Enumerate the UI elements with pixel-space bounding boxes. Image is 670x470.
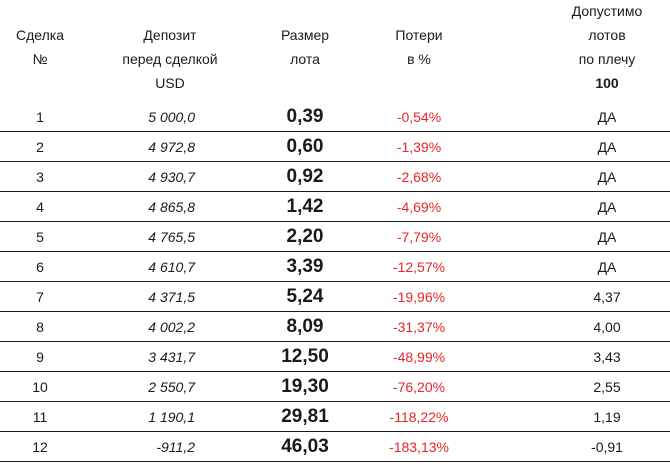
- table-body: 1 5 000,0 0,39 -0,54% ДА 2 4 972,8 0,60 …: [0, 102, 670, 462]
- deal-number-cell: 6: [36, 259, 44, 275]
- lot-size-cell: 0,39: [286, 106, 324, 127]
- deposit-cell: 2 550,7: [148, 379, 195, 395]
- header-lot-size: Размер лота: [262, 23, 348, 71]
- table-row: 1 5 000,0 0,39 -0,54% ДА: [0, 102, 670, 132]
- allowed-lots-cell: 1,19: [593, 409, 621, 425]
- table-row: 3 4 930,7 0,92 -2,68% ДА: [0, 162, 670, 192]
- table-row: 8 4 002,2 8,09 -31,37% 4,00: [0, 312, 670, 342]
- header-loss-line1: Потери: [395, 27, 443, 43]
- allowed-lots-cell: 2,55: [593, 379, 621, 395]
- header-deal-line1: Сделка: [16, 27, 64, 43]
- loss-percent-cell: -1,39%: [396, 139, 442, 155]
- header-deal-number: Сделка №: [0, 23, 80, 71]
- allowed-lots-cell: ДА: [597, 139, 617, 155]
- lot-size-cell: 12,50: [281, 346, 329, 367]
- deposit-cell: 4 610,7: [148, 259, 195, 275]
- deal-number-cell: 8: [36, 319, 44, 335]
- deposit-cell: 4 371,5: [148, 289, 195, 305]
- header-allowed-line2: лотов: [588, 27, 626, 43]
- table-row: 7 4 371,5 5,24 -19,96% 4,37: [0, 282, 670, 312]
- header-lot-line1: Размер: [280, 27, 330, 43]
- lot-size-cell: 0,60: [286, 136, 324, 157]
- lot-size-cell: 0,92: [286, 166, 324, 187]
- loss-percent-cell: -0,54%: [396, 109, 442, 125]
- lot-size-cell: 29,81: [281, 406, 329, 427]
- header-lot-line2: лота: [290, 51, 320, 67]
- loss-percent-cell: -2,68%: [396, 169, 442, 185]
- allowed-lots-cell: -0,91: [591, 439, 623, 455]
- header-deposit: Депозит перед сделкой USD: [100, 23, 240, 95]
- table-row: 5 4 765,5 2,20 -7,79% ДА: [0, 222, 670, 252]
- deal-number-cell: 1: [36, 109, 44, 125]
- table-row: 12 -911,2 46,03 -183,13% -0,91: [0, 432, 670, 462]
- deal-number-cell: 4: [36, 199, 44, 215]
- deposit-cell: -911,2: [156, 439, 195, 455]
- header-allowed-line3: по плечу: [578, 51, 636, 67]
- loss-percent-cell: -76,20%: [392, 379, 446, 395]
- lot-size-cell: 46,03: [281, 436, 329, 457]
- deal-number-cell: 7: [36, 289, 44, 305]
- table-row: 6 4 610,7 3,39 -12,57% ДА: [0, 252, 670, 282]
- loss-percent-cell: -19,96%: [392, 289, 446, 305]
- deposit-cell: 1 190,1: [148, 409, 195, 425]
- deal-number-cell: 12: [32, 439, 48, 455]
- deal-number-cell: 2: [36, 139, 44, 155]
- lot-size-cell: 1,42: [286, 196, 324, 217]
- deposit-cell: 4 930,7: [148, 169, 195, 185]
- allowed-lots-cell: ДА: [597, 109, 617, 125]
- table-row: 2 4 972,8 0,60 -1,39% ДА: [0, 132, 670, 162]
- table-row: 9 3 431,7 12,50 -48,99% 3,43: [0, 342, 670, 372]
- table-row: 11 1 190,1 29,81 -118,22% 1,19: [0, 402, 670, 432]
- deal-number-cell: 9: [36, 349, 44, 365]
- deposit-cell: 4 002,2: [148, 319, 195, 335]
- header-deposit-line3: USD: [155, 75, 185, 91]
- deal-number-cell: 5: [36, 229, 44, 245]
- allowed-lots-cell: 4,00: [593, 319, 621, 335]
- lot-size-cell: 5,24: [286, 286, 324, 307]
- lot-size-cell: 8,09: [286, 316, 324, 337]
- header-deposit-line2: перед сделкой: [122, 51, 218, 67]
- allowed-lots-cell: 3,43: [593, 349, 621, 365]
- deposit-cell: 4 972,8: [148, 139, 195, 155]
- deposit-cell: 3 431,7: [148, 349, 195, 365]
- table-row: 4 4 865,8 1,42 -4,69% ДА: [0, 192, 670, 222]
- header-allowed-lots: Допустимо лотов по плечу 100: [548, 0, 666, 95]
- header-deal-line2: №: [32, 51, 48, 67]
- allowed-lots-cell: ДА: [597, 229, 617, 245]
- header-loss-percent: Потери в %: [360, 23, 478, 71]
- allowed-lots-cell: ДА: [597, 199, 617, 215]
- lot-size-cell: 2,20: [286, 226, 324, 247]
- deal-number-cell: 10: [32, 379, 48, 395]
- deal-number-cell: 3: [36, 169, 44, 185]
- loss-percent-cell: -48,99%: [392, 349, 446, 365]
- allowed-lots-cell: ДА: [597, 259, 617, 275]
- loss-percent-cell: -7,79%: [396, 229, 442, 245]
- loss-percent-cell: -4,69%: [396, 199, 442, 215]
- header-leverage-value: 100: [595, 75, 619, 91]
- header-allowed-line1: Допустимо: [571, 3, 643, 19]
- loss-percent-cell: -183,13%: [389, 439, 449, 455]
- lot-size-cell: 19,30: [281, 376, 329, 397]
- deposit-cell: 5 000,0: [148, 109, 195, 125]
- loss-percent-cell: -118,22%: [389, 409, 449, 425]
- deal-number-cell: 11: [32, 409, 48, 425]
- lot-size-cell: 3,39: [286, 256, 324, 277]
- loss-percent-cell: -31,37%: [392, 319, 446, 335]
- header-loss-line2: в %: [407, 51, 431, 67]
- deposit-cell: 4 865,8: [148, 199, 195, 215]
- header-deposit-line1: Депозит: [143, 27, 197, 43]
- deposit-cell: 4 765,5: [148, 229, 195, 245]
- table-row: 10 2 550,7 19,30 -76,20% 2,55: [0, 372, 670, 402]
- allowed-lots-cell: 4,37: [593, 289, 621, 305]
- loss-percent-cell: -12,57%: [392, 259, 446, 275]
- allowed-lots-cell: ДА: [597, 169, 617, 185]
